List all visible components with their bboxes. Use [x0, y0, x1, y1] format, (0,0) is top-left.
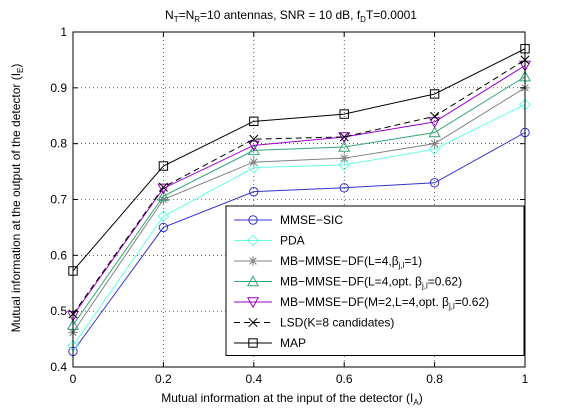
legend-label: MB−MMSE−DF(L=4,βj,l=1)	[280, 254, 422, 270]
legend-entry: MB−MMSE−DF(L=4,opt. βj,l=0.62)	[234, 275, 462, 291]
legend-marker	[248, 256, 258, 266]
data-point	[429, 138, 440, 149]
y-tick-label: 0.5	[50, 304, 67, 318]
chart-title: NT=NR=10 antennas, SNR = 10 dB, fDT=0.00…	[165, 8, 417, 24]
legend-entry: MAP	[234, 336, 306, 350]
legend-label: LSD(K=8 candidates)	[280, 316, 394, 330]
data-point	[158, 194, 169, 205]
x-tick-label: 1	[522, 372, 529, 386]
series-line	[72, 132, 526, 352]
legend-marker	[248, 338, 258, 348]
legend-marker	[246, 275, 260, 287]
data-point	[429, 89, 440, 99]
data-point	[247, 161, 260, 174]
y-tick-label: 0.9	[50, 81, 67, 95]
x-axis-label: Mutual information at the input of the d…	[161, 391, 422, 407]
legend-entry: LSD(K=8 candidates)	[234, 316, 394, 330]
legend-entry: PDA	[234, 234, 305, 248]
data-point	[428, 143, 441, 156]
legend-entry: MMSE−SIC	[234, 213, 343, 227]
legend-marker	[246, 297, 260, 309]
legend-marker	[247, 234, 259, 247]
x-tick-label: 0.2	[155, 372, 172, 386]
data-point	[249, 134, 259, 144]
data-point	[428, 126, 441, 138]
data-point	[249, 186, 259, 197]
y-axis-label: Mutual information at the output of the …	[9, 64, 25, 333]
legend-label: PDA	[280, 234, 305, 248]
data-point	[338, 158, 351, 171]
data-point	[157, 183, 170, 195]
data-point	[339, 132, 349, 142]
legend-box	[225, 205, 525, 356]
x-tick-label: 0.4	[245, 372, 262, 386]
data-point	[158, 222, 169, 233]
data-point	[157, 210, 170, 223]
series-line	[72, 59, 526, 315]
legend-label: MAP	[280, 336, 306, 350]
legend: MMSE−SIC PDA MB−MMSE−DF(L=4,βj,l=1) MB−MMSE…	[225, 205, 525, 356]
y-tick-label: 0.4	[50, 360, 67, 374]
x-tick-label: 0	[70, 372, 77, 386]
axis-ticks: 0 0.2 0.4 0.6 0.8 1 0.4 0.5 0.6 0.7 0.8 0.9 1	[50, 25, 528, 386]
x-tick-label: 0.6	[336, 372, 353, 386]
data-point	[247, 140, 260, 152]
data-point	[339, 153, 349, 163]
data-point	[158, 182, 168, 192]
series-layer	[66, 44, 532, 357]
data-point	[429, 178, 440, 188]
data-point	[430, 111, 440, 121]
series-7	[68, 44, 530, 276]
legend-marker	[248, 215, 258, 225]
data-point	[157, 189, 170, 201]
series-line	[72, 65, 526, 316]
legend-entry: MB−MMSE−DF(L=4,βj,l=1)	[234, 254, 422, 270]
data-point	[158, 161, 169, 171]
y-tick-label: 0.8	[50, 137, 67, 151]
series-line	[72, 87, 526, 333]
data-point	[339, 183, 349, 193]
legend-marker	[248, 317, 258, 328]
x-tick-label: 0.8	[426, 372, 443, 386]
legend-label: MB−MMSE−DF(M=2,L=4,opt. βj,l=0.62)	[280, 295, 489, 311]
series-line	[72, 76, 526, 326]
y-tick-label: 0.6	[50, 248, 67, 262]
legend-entry: MB−MMSE−DF(M=2,L=4,opt. βj,l=0.62)	[234, 295, 489, 311]
legend-label: MB−MMSE−DF(L=4,opt. βj,l=0.62)	[280, 275, 462, 291]
y-tick-label: 0.7	[50, 193, 67, 207]
data-point	[339, 109, 349, 119]
data-point	[247, 144, 260, 156]
data-point	[249, 116, 259, 127]
series-line	[72, 48, 526, 272]
data-point	[338, 140, 351, 152]
y-tick-label: 1	[60, 25, 67, 39]
data-point	[428, 117, 441, 129]
legend-label: MMSE−SIC	[280, 213, 343, 227]
series-line	[72, 104, 526, 347]
data-point	[249, 157, 259, 167]
